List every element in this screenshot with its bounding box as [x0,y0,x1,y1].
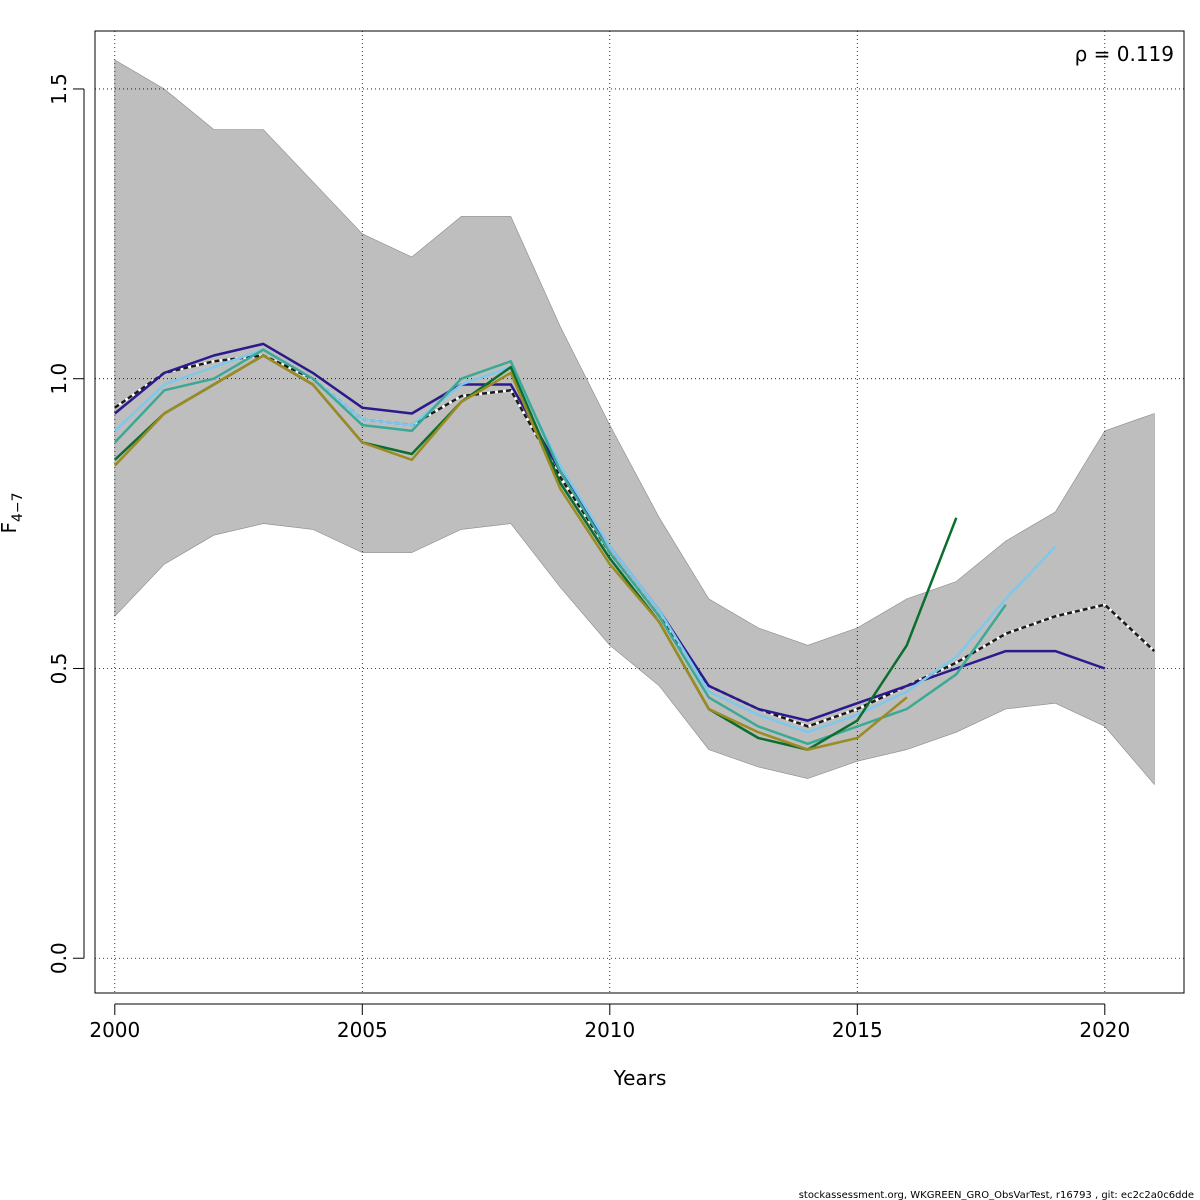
x-tick-label: 2005 [337,1018,388,1042]
rho-annotation: ρ = 0.119 [1075,42,1174,66]
footer-credit: stockassessment.org, WKGREEN_GRO_ObsVarT… [799,1190,1194,1200]
series-layer [113,342,1156,751]
y-axis: 0.0 0.5 1.0 1.5 [47,73,85,974]
confidence-band [114,59,1155,786]
x-tick-label: 2015 [832,1018,883,1042]
x-tick-label: 2010 [584,1018,635,1042]
y-axis-label-main: F [0,522,21,534]
x-tick-label: 2000 [89,1018,140,1042]
y-axis-label: F4−7 [0,492,26,533]
series-line [113,348,1007,746]
y-tick-label: 0.5 [47,653,71,685]
x-tick-label: 2020 [1079,1018,1130,1042]
grid-layer [95,31,1184,993]
series-line [113,354,908,751]
y-axis-label-subscript: 4−7 [10,492,26,522]
x-axis: 2000 2005 2010 2015 2020 [89,1003,1130,1042]
plot-frame [94,30,1185,994]
y-tick-label: 0.0 [47,942,71,974]
x-axis-label: Years [613,1066,667,1090]
confidence-band-layer [114,59,1155,786]
y-tick-label: 1.5 [47,73,71,105]
y-tick-label: 1.0 [47,363,71,395]
